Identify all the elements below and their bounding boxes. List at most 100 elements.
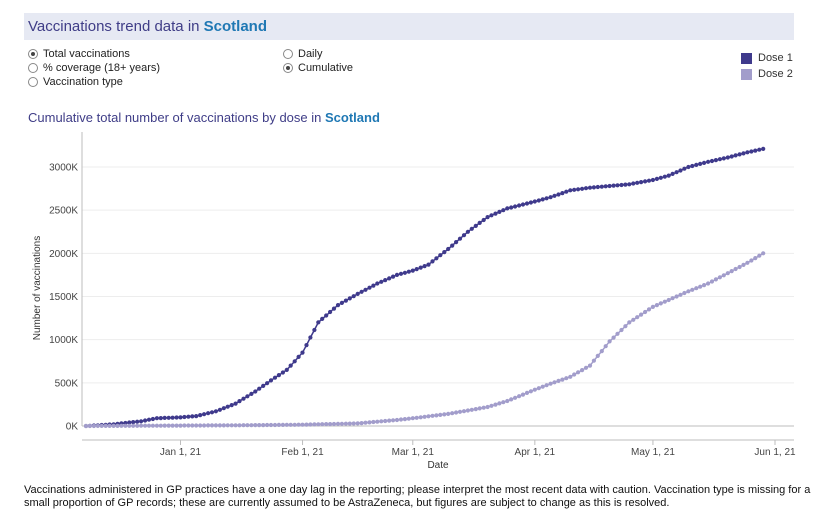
- data-point[interactable]: [599, 349, 604, 354]
- data-point[interactable]: [170, 423, 175, 428]
- data-point[interactable]: [737, 152, 742, 157]
- data-point[interactable]: [398, 417, 404, 422]
- data-point[interactable]: [517, 394, 522, 399]
- data-point[interactable]: [284, 367, 289, 372]
- data-point[interactable]: [324, 422, 329, 427]
- data-point[interactable]: [304, 422, 309, 427]
- radio-coverage[interactable]: [28, 63, 38, 73]
- data-point[interactable]: [351, 421, 356, 426]
- data-point[interactable]: [615, 331, 620, 336]
- option-total-vaccinations[interactable]: Total vaccinations: [28, 47, 160, 61]
- data-point[interactable]: [229, 403, 234, 408]
- data-point[interactable]: [465, 408, 470, 413]
- data-point[interactable]: [745, 150, 750, 155]
- data-point[interactable]: [371, 283, 376, 288]
- data-point[interactable]: [206, 423, 211, 428]
- data-point[interactable]: [402, 270, 407, 275]
- data-point[interactable]: [461, 409, 467, 414]
- data-point[interactable]: [434, 413, 439, 418]
- data-point[interactable]: [454, 410, 459, 415]
- data-point[interactable]: [375, 419, 380, 424]
- data-point[interactable]: [729, 154, 734, 159]
- data-point[interactable]: [398, 271, 404, 276]
- data-point[interactable]: [331, 421, 337, 427]
- data-point[interactable]: [540, 197, 545, 202]
- data-point[interactable]: [591, 185, 597, 190]
- data-point[interactable]: [477, 220, 482, 225]
- data-point[interactable]: [481, 405, 486, 410]
- data-point[interactable]: [717, 275, 723, 280]
- data-point[interactable]: [154, 423, 159, 428]
- data-point[interactable]: [99, 423, 104, 428]
- data-point[interactable]: [643, 309, 648, 315]
- data-point[interactable]: [544, 383, 549, 388]
- data-point[interactable]: [682, 290, 687, 296]
- data-point[interactable]: [524, 201, 530, 206]
- data-point[interactable]: [111, 423, 116, 428]
- data-point[interactable]: [127, 420, 132, 425]
- data-point[interactable]: [721, 273, 726, 278]
- data-point[interactable]: [749, 258, 754, 263]
- data-point[interactable]: [418, 265, 423, 270]
- data-point[interactable]: [583, 186, 589, 191]
- data-point[interactable]: [528, 389, 534, 394]
- data-point[interactable]: [690, 287, 695, 292]
- data-point[interactable]: [174, 415, 179, 420]
- data-point[interactable]: [276, 422, 281, 427]
- data-point[interactable]: [280, 422, 285, 427]
- data-point[interactable]: [753, 256, 758, 261]
- data-point[interactable]: [548, 381, 553, 386]
- data-point[interactable]: [615, 183, 620, 188]
- data-point[interactable]: [292, 422, 297, 427]
- data-point[interactable]: [328, 422, 333, 427]
- data-point[interactable]: [623, 182, 628, 187]
- data-point[interactable]: [698, 161, 703, 166]
- data-point[interactable]: [217, 407, 222, 412]
- data-point[interactable]: [572, 372, 577, 377]
- data-point[interactable]: [556, 378, 561, 383]
- data-point[interactable]: [284, 422, 289, 427]
- data-point[interactable]: [450, 243, 455, 248]
- data-point[interactable]: [371, 419, 376, 425]
- data-point[interactable]: [576, 187, 581, 192]
- data-point[interactable]: [288, 363, 293, 368]
- data-point[interactable]: [268, 378, 274, 383]
- data-point[interactable]: [757, 253, 762, 258]
- radio-vaccination-type[interactable]: [28, 77, 38, 87]
- data-point[interactable]: [308, 422, 313, 427]
- data-point[interactable]: [253, 423, 258, 428]
- data-point[interactable]: [709, 158, 715, 164]
- data-point[interactable]: [450, 411, 455, 416]
- data-point[interactable]: [690, 163, 695, 169]
- data-point[interactable]: [497, 209, 502, 214]
- data-point[interactable]: [493, 211, 498, 216]
- data-point[interactable]: [619, 327, 624, 333]
- data-point[interactable]: [387, 418, 392, 423]
- data-point[interactable]: [481, 217, 486, 223]
- data-point[interactable]: [670, 171, 675, 176]
- data-point[interactable]: [320, 422, 325, 427]
- data-point[interactable]: [489, 213, 494, 218]
- data-point[interactable]: [95, 423, 100, 428]
- data-point[interactable]: [489, 403, 494, 408]
- data-point[interactable]: [674, 170, 679, 175]
- data-point[interactable]: [135, 419, 140, 424]
- data-point[interactable]: [158, 423, 163, 428]
- data-point[interactable]: [387, 276, 392, 281]
- data-point[interactable]: [422, 414, 427, 419]
- data-point[interactable]: [733, 153, 738, 158]
- data-point[interactable]: [505, 398, 510, 404]
- data-point[interactable]: [312, 327, 317, 333]
- data-point[interactable]: [568, 374, 573, 379]
- data-point[interactable]: [662, 174, 667, 179]
- radio-daily[interactable]: [283, 49, 293, 59]
- data-point[interactable]: [272, 422, 278, 428]
- data-point[interactable]: [241, 423, 246, 428]
- data-point[interactable]: [517, 203, 522, 208]
- data-point[interactable]: [253, 389, 258, 394]
- data-point[interactable]: [698, 284, 703, 289]
- data-point[interactable]: [485, 404, 490, 410]
- data-point[interactable]: [249, 391, 254, 396]
- data-point[interactable]: [206, 411, 211, 416]
- data-point[interactable]: [674, 294, 679, 299]
